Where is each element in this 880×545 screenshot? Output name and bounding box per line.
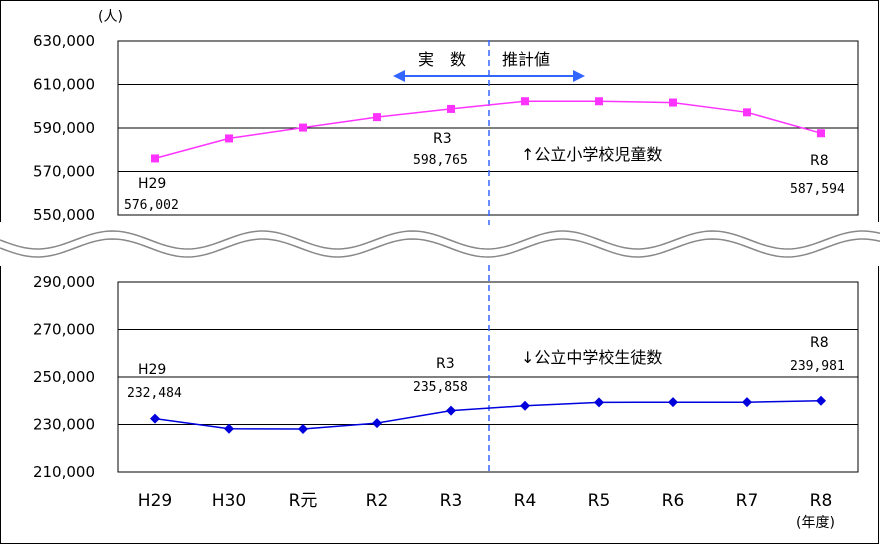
top-panel-y-ticks: 630,000 610,000 590,000 570,000 550,000 [33, 32, 95, 224]
x-tick-label: R8 [810, 491, 833, 511]
top-y-tick-label: 630,000 [33, 32, 95, 50]
bottom-y-tick-label: 250,000 [33, 368, 95, 386]
label-bot-r8-cat: R8 [810, 335, 829, 351]
bottom-data-point [668, 397, 678, 408]
axis-break-wave-upper [0, 230, 880, 250]
label-top-r8-cat: R8 [810, 153, 829, 169]
top-y-tick-label: 590,000 [33, 119, 95, 137]
label-bot-r8-value: 239,981 [790, 359, 845, 374]
top-data-point [743, 108, 751, 117]
label-top-h29-cat: H29 [138, 176, 166, 192]
x-tick-label: H30 [212, 491, 246, 511]
bottom-data-point [224, 423, 234, 434]
top-series-group [151, 97, 825, 163]
bottom-y-tick-label: 290,000 [33, 273, 95, 291]
period-arrow-right-head [573, 70, 585, 82]
y-unit-label: (人) [98, 9, 123, 25]
label-bot-r3-value: 235,858 [413, 380, 468, 395]
bottom-panel-grid [117, 281, 859, 473]
bottom-data-point [816, 395, 826, 406]
bottom-data-point [446, 405, 456, 416]
top-y-tick-label: 550,000 [33, 206, 95, 224]
top-data-point [595, 97, 603, 106]
top-series-name: ↑公立小学校児童数 [521, 145, 662, 164]
x-tick-label: R3 [440, 491, 463, 511]
estimate-label: 推計値 [502, 50, 550, 69]
x-tick-label: R2 [366, 491, 389, 511]
bottom-y-tick-label: 230,000 [33, 416, 95, 434]
top-data-point [669, 98, 677, 107]
top-y-tick-label: 570,000 [33, 163, 95, 181]
label-bot-h29-value: 232,484 [127, 386, 182, 401]
top-data-point [521, 97, 529, 106]
bottom-data-point [594, 397, 604, 408]
x-tick-label: R6 [662, 491, 685, 511]
period-arrow-left-head [393, 70, 405, 82]
bottom-y-tick-label: 270,000 [33, 321, 95, 339]
x-axis-ticks: H29 H30 R元 R2 R3 R4 R5 R6 R7 R8 [138, 491, 833, 511]
bottom-data-point [372, 418, 382, 429]
bottom-data-point [298, 424, 308, 435]
label-bot-r3-cat: R3 [436, 356, 455, 372]
top-data-point [817, 129, 825, 138]
top-data-point [225, 134, 233, 143]
top-data-point [151, 154, 159, 163]
actual-label: 実 数 [418, 50, 466, 69]
top-data-point [299, 123, 307, 132]
x-tick-label: H29 [138, 491, 172, 511]
bottom-data-point [742, 397, 752, 408]
label-top-r8-value: 587,594 [790, 182, 845, 197]
x-unit-label: (年度) [796, 515, 835, 531]
top-series-line [154, 100, 822, 160]
bottom-panel-y-ticks: 290,000 270,000 250,000 230,000 210,000 [33, 273, 95, 481]
bottom-y-tick-label: 210,000 [33, 463, 95, 481]
bottom-data-point [150, 413, 160, 424]
bottom-series-name: ↓公立中学校生徒数 [521, 348, 662, 367]
bottom-data-point [520, 400, 530, 411]
bottom-series-group [150, 395, 826, 435]
bottom-series-line [154, 400, 822, 430]
top-data-point [447, 104, 455, 113]
top-y-tick-label: 610,000 [33, 76, 95, 94]
x-tick-label: R元 [289, 491, 318, 511]
axis-break-wave-lower [0, 238, 880, 258]
label-bot-h29-cat: H29 [138, 362, 166, 378]
x-tick-label: R4 [514, 491, 537, 511]
top-data-point [373, 113, 381, 122]
label-top-r3-value: 598,765 [413, 153, 468, 168]
top-panel-grid [117, 40, 859, 216]
x-tick-label: R7 [736, 491, 759, 511]
label-top-h29-value: 576,002 [124, 198, 179, 213]
x-tick-label: R5 [588, 491, 611, 511]
label-top-r3-cat: R3 [433, 131, 452, 147]
